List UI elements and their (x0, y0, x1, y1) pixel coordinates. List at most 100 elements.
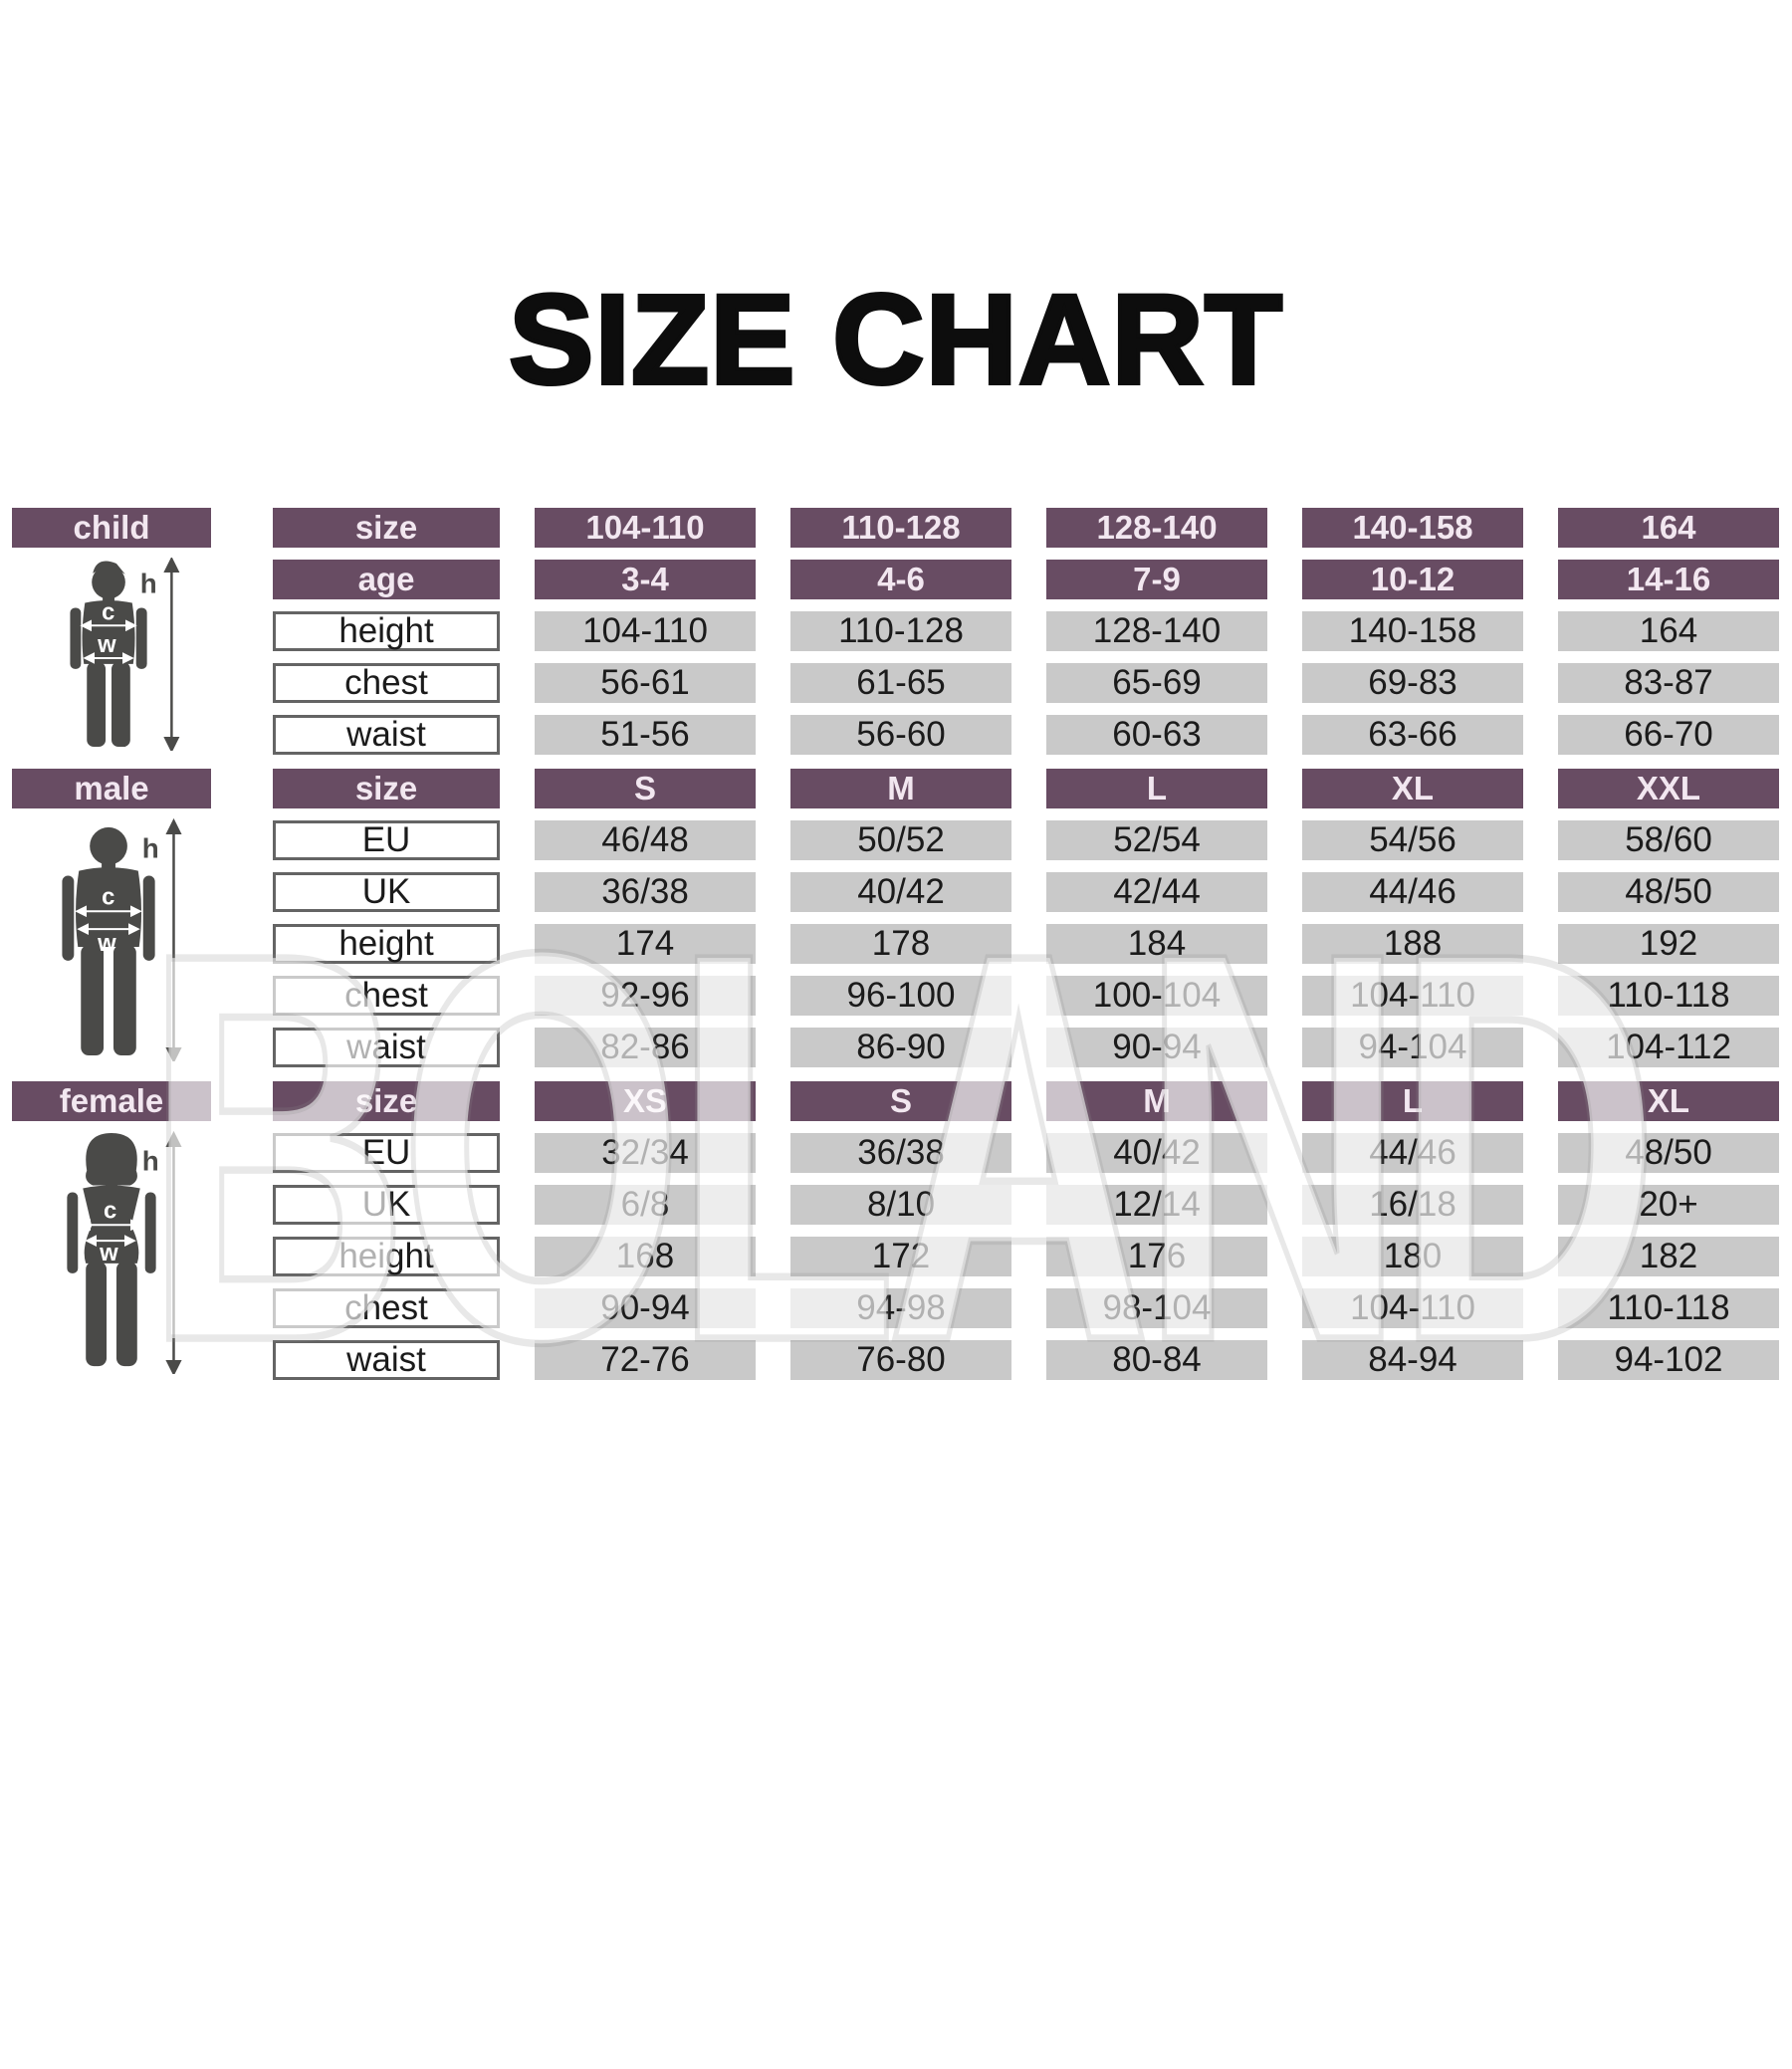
row-label-size: size (273, 1081, 500, 1121)
row-label-UK: UK (273, 1185, 500, 1225)
section-grid: size 104-110 110-128 128-140 140-158 164 age 3-… (273, 508, 1779, 755)
column-header-cell: S (535, 769, 756, 808)
row-label-waist: waist (273, 1340, 500, 1380)
column-header-cell: S (790, 1081, 1011, 1121)
value-cell: 40/42 (1046, 1133, 1267, 1173)
row-label-waist: waist (273, 1028, 500, 1067)
svg-text:h: h (142, 1146, 159, 1177)
value-cell: 8/10 (790, 1185, 1011, 1225)
value-cell: 16/18 (1302, 1185, 1523, 1225)
row-label-height: height (273, 924, 500, 964)
value-cell: 60-63 (1046, 715, 1267, 755)
svg-text:c: c (102, 883, 114, 910)
value-cell: 168 (535, 1237, 756, 1276)
row-label-age: age (273, 560, 500, 599)
value-cell: 82-86 (535, 1028, 756, 1067)
size-chart-page: SIZE CHART child h c w size 104-110 110-128 128… (0, 269, 1792, 1428)
value-cell: 110-118 (1558, 1288, 1779, 1328)
column-header-cell: 140-158 (1302, 508, 1523, 548)
value-cell: 36/38 (535, 872, 756, 912)
value-cell: 56-60 (790, 715, 1011, 755)
value-cell: 51-56 (535, 715, 756, 755)
value-cell: 180 (1302, 1237, 1523, 1276)
value-cell: 32/34 (535, 1133, 756, 1173)
row-label-size: size (273, 769, 500, 808)
svg-text:h: h (142, 833, 159, 864)
column-header-cell: 164 (1558, 508, 1779, 548)
value-cell: 83-87 (1558, 663, 1779, 703)
section-label-female: female (12, 1081, 211, 1121)
value-cell: 6/8 (535, 1185, 756, 1225)
row-label-EU: EU (273, 1133, 500, 1173)
row-label-chest: chest (273, 976, 500, 1016)
value-cell: 56-61 (535, 663, 756, 703)
column-header-cell: L (1046, 769, 1267, 808)
value-cell: 100-104 (1046, 976, 1267, 1016)
row-label-chest: chest (273, 1288, 500, 1328)
section-female: female h c w size XS S M L XL EU 32/34 36/38 40/42 44/… (12, 1081, 1782, 1380)
page-title: SIZE CHART (507, 269, 1284, 411)
value-cell: 40/42 (790, 872, 1011, 912)
svg-text:h: h (140, 569, 157, 599)
value-cell: 46/48 (535, 820, 756, 860)
row-label-chest: chest (273, 663, 500, 703)
section-grid: size S M L XL XXL EU 46/48 50/52 52/54 54/56 58/60 U… (273, 769, 1779, 1067)
value-cell: 50/52 (790, 820, 1011, 860)
column-header-cell: L (1302, 1081, 1523, 1121)
value-cell: 188 (1302, 924, 1523, 964)
value-cell: 90-94 (535, 1288, 756, 1328)
row-label-size: size (273, 508, 500, 548)
value-cell: 94-104 (1302, 1028, 1523, 1067)
value-cell: 128-140 (1046, 611, 1267, 651)
value-cell: 66-70 (1558, 715, 1779, 755)
value-cell: 164 (1558, 611, 1779, 651)
value-cell: 174 (535, 924, 756, 964)
value-cell: 84-94 (1302, 1340, 1523, 1380)
value-cell: 63-66 (1302, 715, 1523, 755)
value-cell: 36/38 (790, 1133, 1011, 1173)
row-label-height: height (273, 611, 500, 651)
value-cell: 184 (1046, 924, 1267, 964)
value-cell: 104-110 (1302, 976, 1523, 1016)
value-cell: 92-96 (535, 976, 756, 1016)
value-cell: 44/46 (1302, 1133, 1523, 1173)
value-cell: 94-98 (790, 1288, 1011, 1328)
section-label-male: male (12, 769, 211, 808)
column-header-cell: 3-4 (535, 560, 756, 599)
value-cell: 96-100 (790, 976, 1011, 1016)
value-cell: 42/44 (1046, 872, 1267, 912)
value-cell: 44/46 (1302, 872, 1523, 912)
column-header-cell: XS (535, 1081, 756, 1121)
value-cell: 176 (1046, 1237, 1267, 1276)
value-cell: 178 (790, 924, 1011, 964)
column-header-cell: 7-9 (1046, 560, 1267, 599)
column-header-cell: 128-140 (1046, 508, 1267, 548)
value-cell: 90-94 (1046, 1028, 1267, 1067)
value-cell: 48/50 (1558, 1133, 1779, 1173)
value-cell: 172 (790, 1237, 1011, 1276)
value-cell: 104-112 (1558, 1028, 1779, 1067)
column-header-cell: XL (1302, 769, 1523, 808)
section-label-child: child (12, 508, 211, 548)
column-header-cell: M (1046, 1081, 1267, 1121)
svg-text:w: w (97, 631, 116, 658)
column-header-cell: 104-110 (535, 508, 756, 548)
value-cell: 58/60 (1558, 820, 1779, 860)
column-header-cell: XXL (1558, 769, 1779, 808)
size-chart-table: child h c w size 104-110 110-128 128-140 140-158… (12, 508, 1782, 1380)
section-child: child h c w size 104-110 110-128 128-140 140-158… (12, 508, 1782, 755)
value-cell: 12/14 (1046, 1185, 1267, 1225)
value-cell: 20+ (1558, 1185, 1779, 1225)
value-cell: 104-110 (1302, 1288, 1523, 1328)
column-header-cell: XL (1558, 1081, 1779, 1121)
value-cell: 80-84 (1046, 1340, 1267, 1380)
svg-text:w: w (97, 930, 116, 957)
column-header-cell: M (790, 769, 1011, 808)
value-cell: 69-83 (1302, 663, 1523, 703)
value-cell: 140-158 (1302, 611, 1523, 651)
section-left-column: male h c w (12, 769, 211, 1067)
section-grid: size XS S M L XL EU 32/34 36/38 40/42 44/46 48/50 UK… (273, 1081, 1779, 1380)
value-cell: 98-104 (1046, 1288, 1267, 1328)
